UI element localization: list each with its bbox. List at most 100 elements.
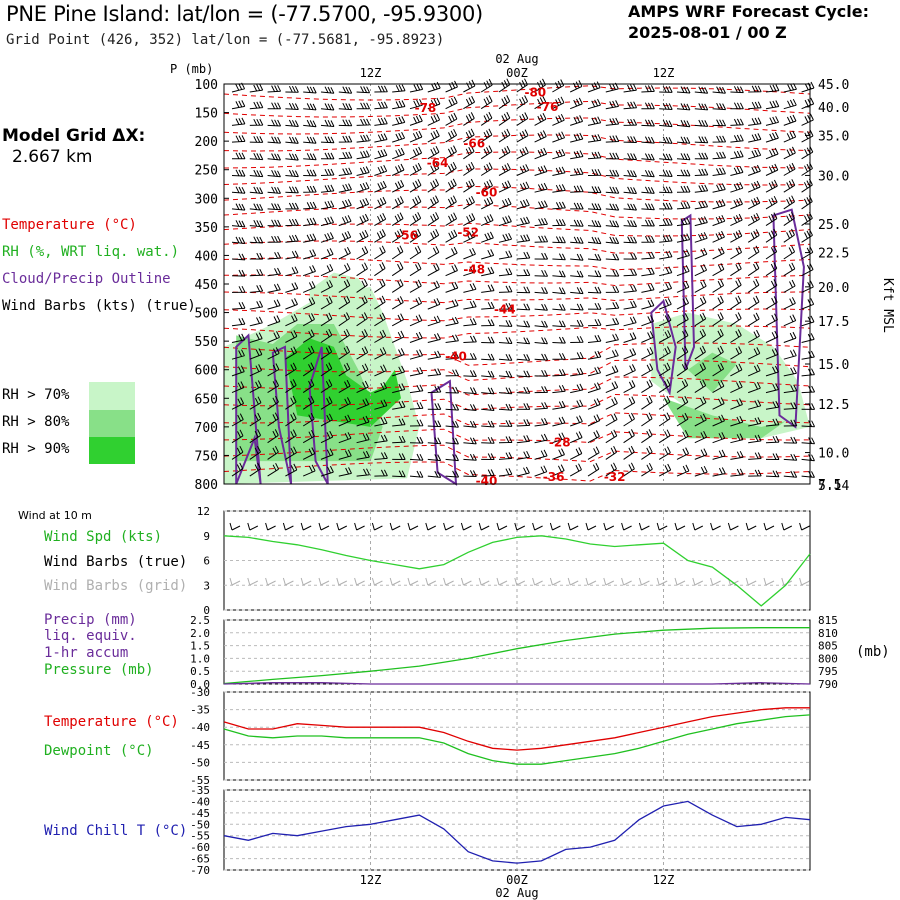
wind-barb (427, 212, 440, 227)
wind-barb (445, 264, 458, 277)
wind-barb (534, 147, 548, 160)
wind-barb (427, 178, 440, 193)
wind-barb (605, 381, 619, 394)
wind-barb (356, 182, 370, 193)
windchill-tick-label: -40 (190, 795, 210, 808)
precip-tick-label: 0.0 (190, 678, 210, 691)
precip-tick-label: 0.5 (190, 665, 210, 678)
wind-barb (391, 179, 405, 193)
wind-barb (285, 266, 299, 277)
wind-barb (516, 419, 531, 427)
wind-barb (285, 153, 299, 161)
wind-barb (320, 312, 333, 327)
wind-barb (712, 362, 725, 377)
wind-barb (445, 80, 458, 93)
wind-barb (392, 84, 406, 93)
wind-barb (712, 312, 724, 327)
wind-barb (712, 295, 724, 310)
wind-barb (534, 417, 548, 427)
wind-barb (356, 398, 370, 410)
wind-barb (658, 379, 671, 394)
wind-barb (320, 232, 334, 243)
temperature-tick-label: -55 (190, 774, 210, 787)
wind-barb (374, 434, 388, 444)
wind-barb (285, 250, 299, 260)
temperature-contour-label: -48 (463, 263, 485, 277)
wind-barb (249, 203, 264, 211)
wind-barb (356, 278, 368, 293)
wind-barb (267, 136, 282, 144)
wind-barb (302, 345, 315, 360)
wind-barb (303, 119, 317, 128)
wind-barb-true (300, 522, 312, 531)
wind-barb (249, 268, 264, 277)
wind-barb (320, 296, 333, 310)
wind-barb-true (460, 522, 472, 531)
wind-barb (641, 186, 655, 194)
wind-barb (481, 420, 495, 428)
wind-barb (641, 347, 654, 360)
wind-barb (605, 462, 617, 477)
wind-barb (231, 397, 245, 410)
height-tick-label: 7.5 (818, 478, 841, 493)
wind-barb (552, 464, 565, 477)
wind-barb (658, 330, 672, 343)
wind-barb (249, 236, 264, 244)
wind-barb (534, 320, 548, 328)
wind-barb (570, 270, 584, 278)
wind-barb-grid (710, 577, 721, 586)
wind-barb (694, 312, 707, 327)
wind-barb (338, 151, 353, 160)
wind-barb (267, 395, 279, 410)
wind-barb (730, 398, 743, 410)
wind-barb-grid (407, 577, 419, 586)
wind-barb (587, 253, 602, 261)
wind-barb (747, 295, 760, 310)
wind-barb (409, 162, 422, 176)
wind-barb (303, 86, 317, 94)
wind-barb (569, 447, 583, 460)
wind-barb (374, 133, 388, 143)
wind-barb (481, 453, 495, 460)
wind-barb (552, 166, 566, 176)
wind-barb (320, 345, 333, 360)
wind-barb (356, 346, 369, 360)
temperature-contour-label: -32 (604, 470, 626, 484)
wind-barb (445, 178, 457, 193)
wind-barb (730, 295, 742, 310)
wind-barb (623, 252, 638, 260)
temperature-contour-label: -36 (543, 470, 565, 484)
wind-barb-true (603, 522, 615, 531)
wind-barb (712, 467, 726, 477)
windchill-tick-label: -50 (190, 818, 210, 831)
wind-barb (285, 429, 297, 444)
wind-barb (498, 403, 513, 411)
wind-barb (552, 353, 566, 360)
wind-barb (481, 284, 495, 293)
wind-barb (605, 397, 618, 410)
wind-barb-grid (300, 577, 312, 586)
wind-barb (249, 118, 264, 126)
wind-barb (427, 195, 439, 210)
temperature-line (223, 707, 810, 751)
wind-barb (658, 446, 671, 460)
wind-barb (231, 135, 246, 143)
wind-barb (730, 246, 743, 260)
wind-barb (427, 228, 440, 243)
wind-barb (676, 185, 691, 193)
rh-shading-area (663, 398, 786, 439)
wind-barb (267, 299, 281, 310)
pressure-line (223, 627, 810, 685)
wind-barb (463, 247, 476, 260)
wind-barb (427, 385, 442, 394)
wind-barb (374, 180, 387, 193)
windchill-tick-label: -70 (190, 864, 210, 877)
wind-barb (605, 117, 620, 126)
rh90-swatch (89, 437, 135, 464)
wind-barb (659, 169, 673, 177)
wind-barb (481, 387, 495, 395)
wind-barb (694, 279, 707, 293)
wind-barb (463, 420, 477, 428)
wind-barb (231, 301, 246, 310)
wind-barb (765, 116, 780, 126)
